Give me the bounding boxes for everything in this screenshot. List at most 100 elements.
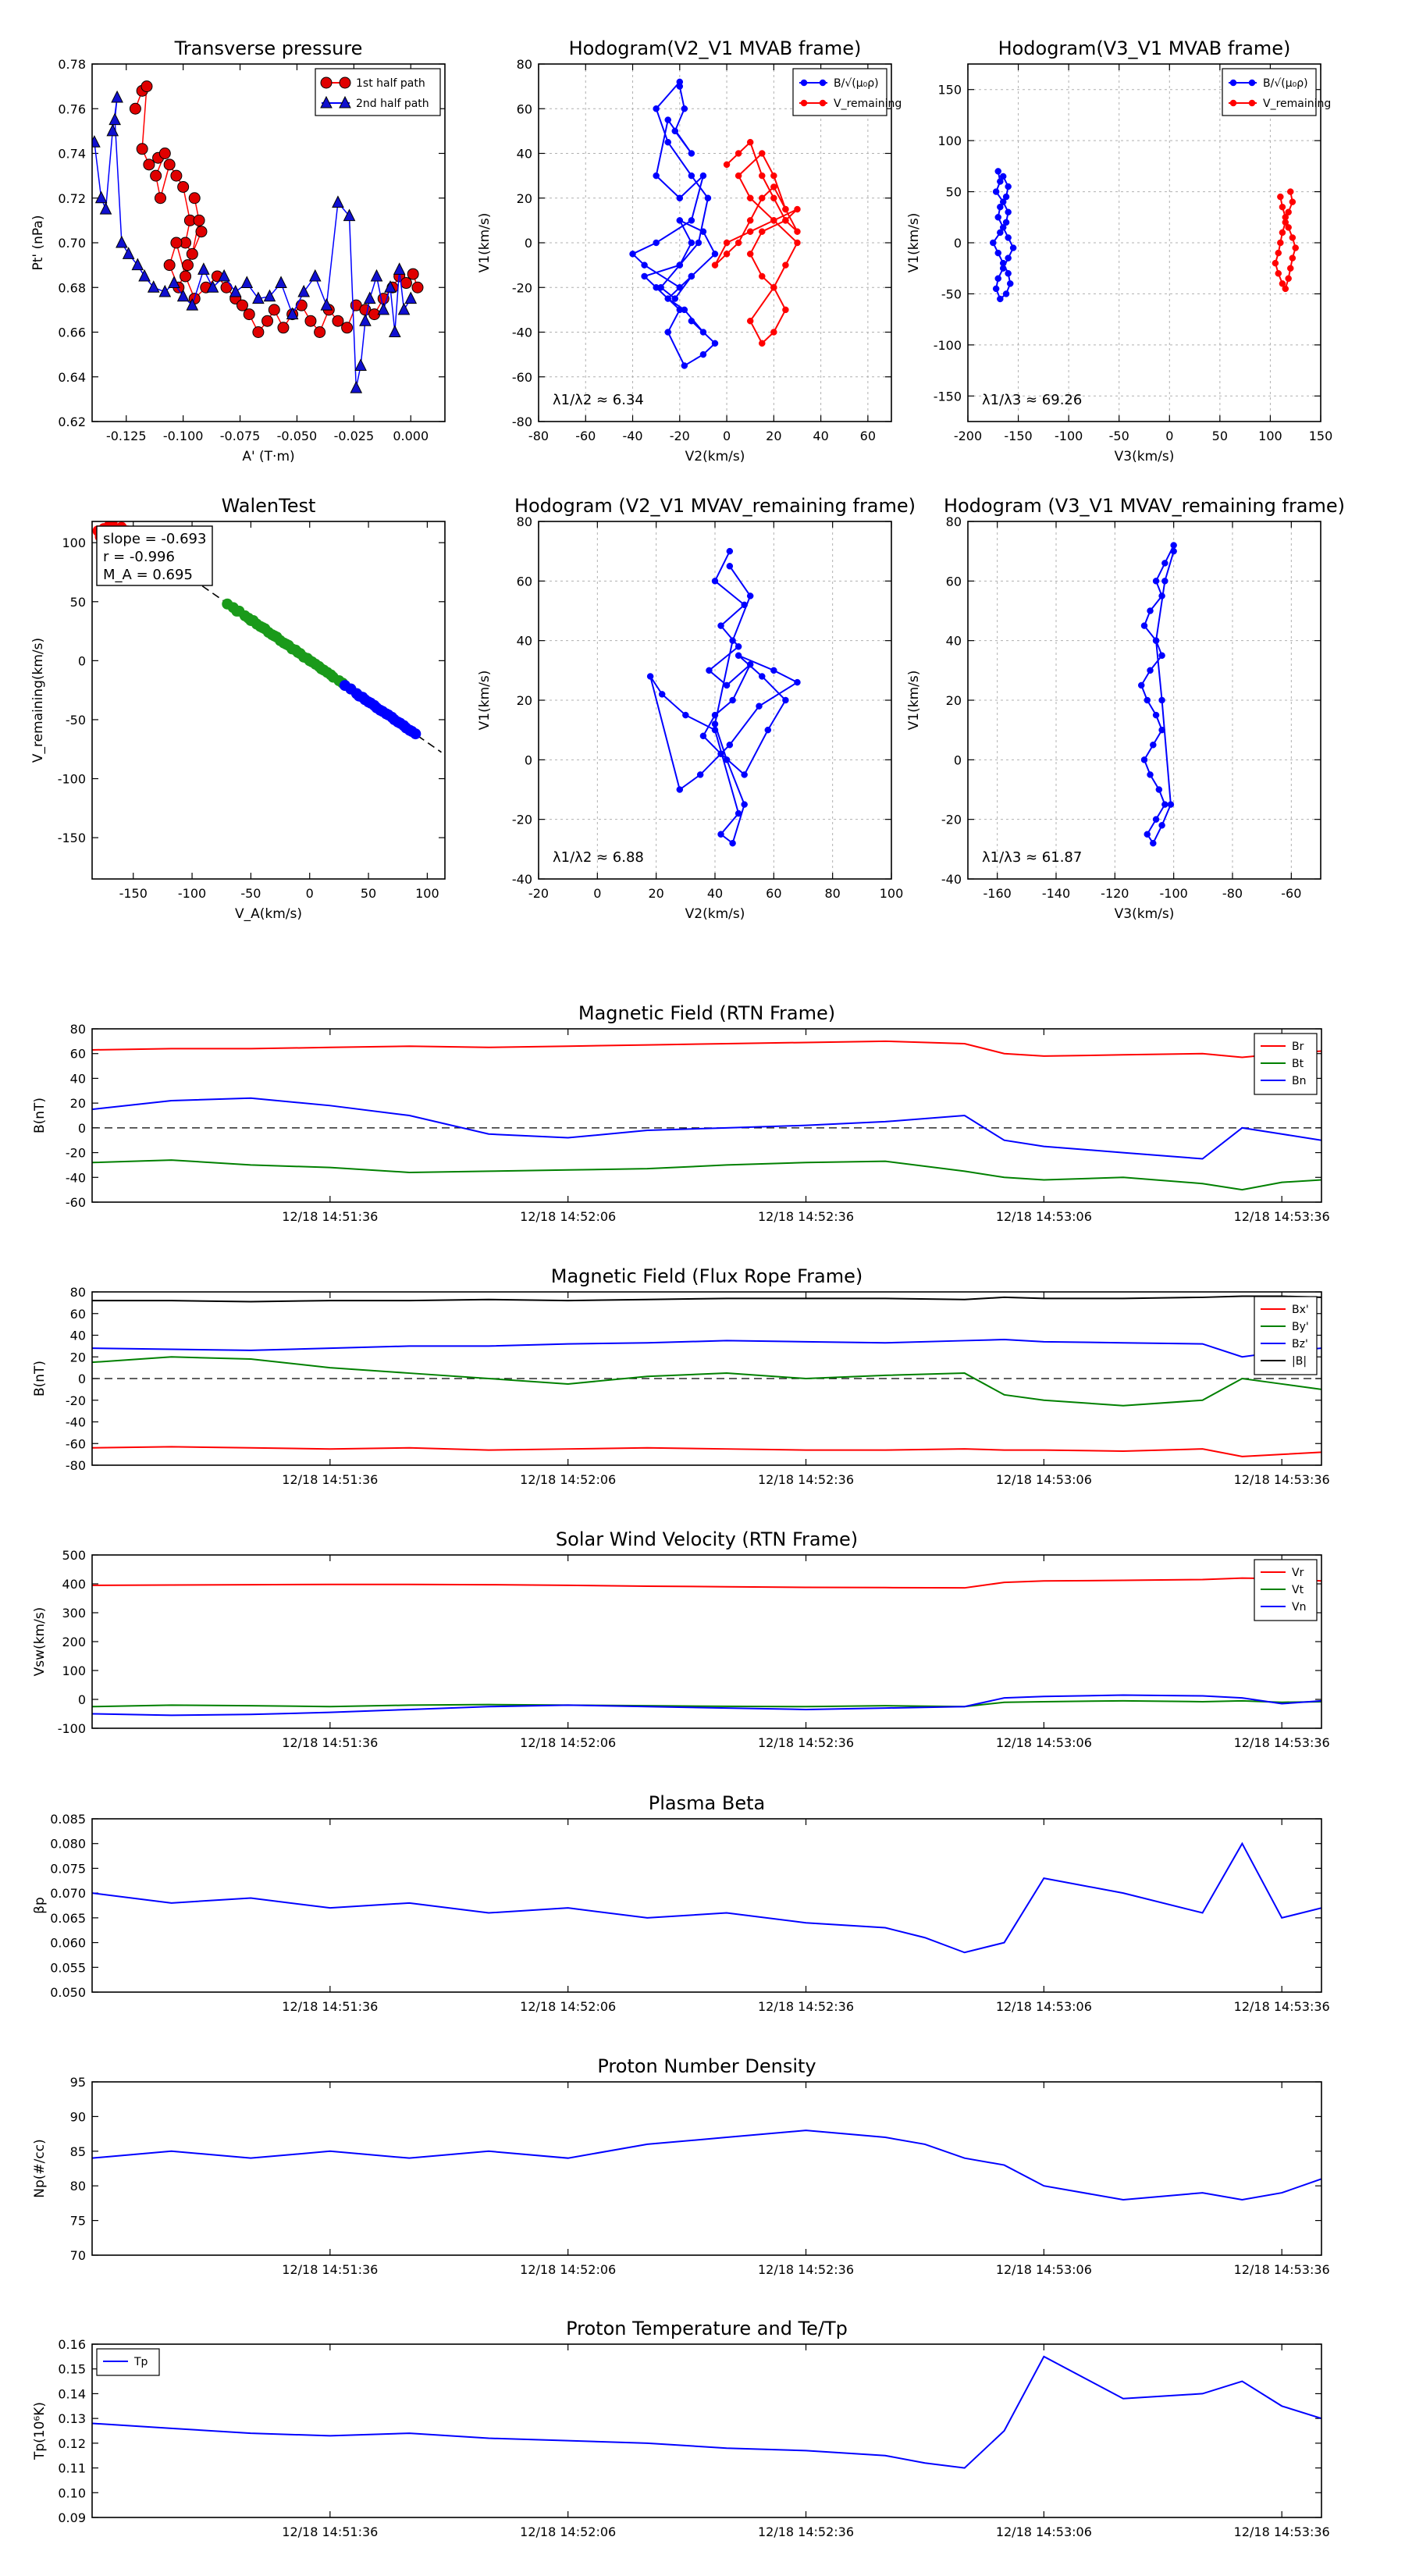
scatter-panel-0-xtick-label: -0.050 — [277, 429, 318, 443]
scatter-panel-0-series-1-point — [370, 269, 383, 282]
scatter-panel-3-xtick-label: 0 — [306, 886, 314, 901]
scatter-panel-3-series-1-point — [394, 717, 406, 729]
scatter-panel-4-series-0-point — [726, 742, 734, 749]
scatter-panel-1-series-1-point — [723, 239, 731, 247]
scatter-panel-4-series-0-point — [699, 732, 707, 740]
time-panel-4-ytick-label: 95 — [70, 2075, 86, 2090]
scatter-panel-0-series-1-point — [206, 280, 219, 293]
scatter-panel-2-xtick-label: -150 — [1004, 429, 1032, 443]
scatter-panel-0-legend-marker — [320, 95, 333, 109]
scatter-panel-2-legend-label: V_remaining — [1263, 98, 1331, 110]
scatter-panel-4-series-0-point — [741, 771, 748, 778]
scatter-panel-1-series-0-point — [676, 306, 684, 314]
time-panel-0: -60 -40 -20 0 20 40 60 80 12/18 14:51:36 12/18 14… — [32, 1002, 1330, 1224]
scatter-panel-5-series-0-point — [1158, 592, 1165, 600]
time-panel-2-legend-label: Vn — [1292, 1601, 1306, 1614]
scatter-panel-0-series-0-point — [252, 326, 265, 338]
scatter-panel-0-series-1-point — [176, 289, 190, 302]
scatter-panel-2-series-1-point — [1282, 214, 1289, 221]
time-panel-5-ytick-label: 0.15 — [58, 2362, 86, 2377]
scatter-panel-2-series-0-point — [990, 239, 997, 247]
scatter-panel-2-series-0-point — [994, 249, 1001, 257]
scatter-panel-3-ytick-label: -150 — [58, 831, 86, 845]
scatter-panel-0-series-0-point — [332, 315, 344, 327]
time-panel-2-ytick-label: 500 — [62, 1548, 86, 1563]
scatter-panel-0-xtick-label: 0.000 — [393, 429, 429, 443]
time-panel-2-ytick-label: 400 — [62, 1577, 86, 1592]
scatter-panel-5-series-0-point — [1137, 681, 1145, 689]
scatter-panel-5-series-0-point — [1158, 696, 1165, 704]
scatter-panel-0-series-0-point — [407, 268, 419, 280]
scatter-panel-4-ytick-label: -40 — [512, 872, 532, 887]
scatter-panel-0-series-1-point — [354, 358, 367, 371]
scatter-panel-0-series-0-point — [186, 247, 198, 260]
scatter-panel-0-series-1-point — [158, 284, 172, 297]
scatter-panel-3-stats-box — [96, 525, 213, 586]
scatter-panel-0-series-0-point — [304, 315, 317, 327]
scatter-panel-5-series-0-point — [1144, 696, 1151, 704]
scatter-panel-4-series-0-point — [726, 563, 734, 570]
scatter-panel-2-xtick-label: 50 — [1212, 429, 1228, 443]
time-panel-2-ytick-label: 200 — [62, 1635, 86, 1649]
scatter-panel-0-series-1-point — [332, 195, 344, 208]
scatter-panel-4-series-0-point — [729, 839, 736, 847]
scatter-panel-4-series-0-point — [759, 673, 766, 680]
time-panel-2-series-2 — [92, 1694, 1321, 1717]
scatter-panel-1-series-1-point — [782, 262, 789, 269]
scatter-panel-1-series-1-point — [759, 150, 766, 157]
scatter-panel-1-series-0-point — [676, 284, 684, 291]
scatter-panel-0-series-0-point — [158, 148, 171, 159]
scatter-panel-2-series-0-point — [997, 295, 1004, 303]
scatter-panel-1-series-1-point — [794, 228, 801, 235]
scatter-panel-4-frame — [538, 521, 892, 880]
scatter-panel-4-series-0-point — [729, 696, 736, 704]
scatter-panel-1-title: Hodogram(V2_V1 MVAB frame) — [569, 37, 862, 59]
scatter-panel-5-series-0-point — [1152, 816, 1160, 823]
scatter-panel-1-series-0-point — [664, 329, 671, 336]
scatter-panel-2-series-1-point — [1277, 239, 1284, 247]
scatter-panel-2-plot — [990, 168, 1299, 303]
time-panel-3-xtick-label: 12/18 14:53:06 — [996, 1999, 1092, 2014]
scatter-panel-1-legend-box — [792, 68, 887, 116]
scatter-panel-1-annotation: λ1/λ2 ≈ 6.34 — [553, 392, 644, 408]
scatter-panel-1: -80 -60 -40 -20 0 20 40 60 80 -80 -60 -40 -20 0 20 40 60… — [477, 37, 902, 464]
scatter-panel-1-series-1-point — [746, 317, 754, 325]
scatter-panel-3-series-0-point — [259, 623, 271, 635]
scatter-panel-4-series-0-point — [717, 750, 724, 757]
scatter-panel-5-ytick-label: 60 — [946, 574, 962, 589]
scatter-panel-4-series-0-point — [711, 726, 719, 734]
scatter-panel-5-series-0-point — [1155, 786, 1163, 793]
scatter-panel-3-series-0-point — [306, 656, 318, 667]
scatter-panel-2-series-0-point — [994, 275, 1001, 283]
scatter-panel-1-series-0-point — [699, 172, 707, 180]
scatter-panel-2-series-0-point — [994, 214, 1001, 221]
scatter-panel-5-series-0-line — [1140, 545, 1175, 845]
scatter-panel-0-ytick-label: 0.66 — [58, 326, 86, 340]
scatter-panel-1-series-1-point — [759, 228, 766, 235]
scatter-panel-2-series-0-point — [1009, 244, 1017, 251]
scatter-panel-0-series-0-line — [134, 84, 418, 333]
scatter-panel-0-series-0-point — [314, 326, 326, 338]
time-panel-1-xtick-label: 12/18 14:52:36 — [758, 1472, 854, 1487]
scatter-panel-4-series-0-point — [723, 681, 731, 689]
scatter-panel-3-series-1-point — [382, 709, 394, 720]
scatter-panel-5-series-0-point — [1150, 839, 1157, 847]
scatter-panel-4-xtick-label: 20 — [648, 886, 663, 901]
scatter-panel-1-series-0-point — [688, 172, 695, 180]
scatter-panel-1-series-0-point — [664, 295, 671, 302]
time-panel-5-ylabel: Tp(10⁶K) — [32, 2402, 48, 2460]
scatter-panel-1-series-1-point — [735, 239, 742, 247]
scatter-panel-3-ytick-label: -50 — [66, 713, 86, 728]
scatter-panel-5-series-0-point — [1140, 756, 1148, 763]
scatter-panel-0-series-0-point — [261, 315, 274, 327]
scatter-panel-0-series-1-point — [99, 201, 112, 215]
scatter-panel-1-legend-marker — [819, 99, 827, 107]
scatter-panel-1-series-1-point — [782, 205, 789, 213]
scatter-panel-2-series-0-point — [997, 203, 1004, 211]
scatter-panel-4-series-0-point — [741, 801, 748, 808]
scatter-panel-1-series-1-point — [711, 262, 719, 269]
time-panel-5-xtick-label: 12/18 14:52:06 — [520, 2524, 616, 2539]
scatter-panel-2-xtick-label: -200 — [954, 429, 982, 443]
scatter-panel-0-series-0-point — [400, 277, 412, 290]
